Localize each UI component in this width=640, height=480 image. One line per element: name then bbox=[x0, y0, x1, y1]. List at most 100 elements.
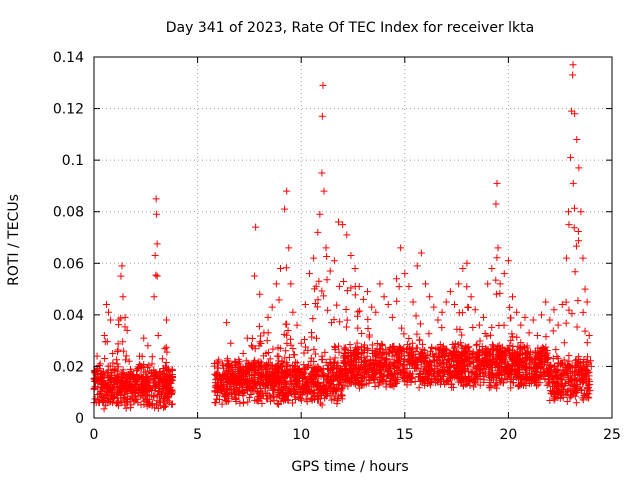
data-point-peak bbox=[493, 179, 501, 187]
data-point bbox=[318, 355, 326, 363]
data-point bbox=[432, 345, 440, 353]
data-point-peak bbox=[93, 352, 101, 360]
data-point bbox=[581, 327, 589, 335]
data-point bbox=[584, 381, 592, 389]
data-point bbox=[517, 339, 525, 347]
data-point bbox=[427, 367, 435, 375]
data-point-peak bbox=[496, 280, 504, 288]
data-point bbox=[373, 360, 381, 368]
data-point bbox=[473, 340, 481, 348]
data-point bbox=[166, 389, 174, 397]
data-point-peak bbox=[409, 298, 417, 306]
data-point bbox=[99, 397, 107, 405]
data-point-peak bbox=[289, 308, 297, 316]
data-point bbox=[583, 361, 591, 369]
data-point bbox=[297, 396, 305, 404]
data-point bbox=[363, 362, 371, 370]
data-point bbox=[538, 350, 546, 358]
data-point bbox=[464, 303, 472, 311]
data-point bbox=[501, 360, 509, 368]
data-point bbox=[148, 402, 156, 410]
data-point bbox=[351, 291, 359, 299]
data-point bbox=[303, 398, 311, 406]
data-point-peak bbox=[272, 280, 280, 288]
data-point bbox=[290, 351, 298, 359]
data-point-peak bbox=[388, 313, 396, 321]
data-point bbox=[510, 349, 518, 357]
data-point bbox=[347, 284, 355, 292]
data-point bbox=[440, 359, 448, 367]
data-point bbox=[158, 389, 166, 397]
data-point-peak bbox=[401, 270, 409, 278]
data-point bbox=[557, 360, 565, 368]
data-point bbox=[456, 326, 464, 334]
data-point bbox=[523, 354, 531, 362]
data-point bbox=[489, 374, 497, 382]
data-point-peak bbox=[585, 331, 593, 339]
data-point bbox=[326, 392, 334, 400]
data-point bbox=[564, 374, 572, 382]
data-point bbox=[522, 371, 530, 379]
data-point bbox=[278, 368, 286, 376]
data-point bbox=[333, 400, 341, 408]
data-point bbox=[295, 365, 303, 373]
data-point bbox=[331, 354, 339, 362]
data-point bbox=[566, 394, 574, 402]
data-point bbox=[560, 339, 568, 347]
data-point bbox=[350, 357, 358, 365]
y-tick-label: 0.1 bbox=[62, 153, 84, 169]
data-point bbox=[369, 368, 377, 376]
data-point bbox=[315, 277, 323, 285]
data-point bbox=[263, 360, 271, 368]
data-point bbox=[347, 372, 355, 380]
data-point bbox=[336, 318, 344, 326]
data-point bbox=[247, 363, 255, 371]
data-point bbox=[469, 324, 477, 332]
data-point bbox=[257, 362, 265, 370]
data-point bbox=[358, 349, 366, 357]
data-point bbox=[275, 371, 283, 379]
data-point bbox=[223, 361, 231, 369]
data-point bbox=[527, 379, 535, 387]
data-point bbox=[552, 384, 560, 392]
data-point bbox=[272, 362, 280, 370]
data-point bbox=[583, 353, 591, 361]
data-point bbox=[318, 401, 326, 409]
data-point bbox=[308, 395, 316, 403]
data-point bbox=[118, 369, 126, 377]
data-point bbox=[495, 322, 503, 330]
data-point bbox=[153, 380, 161, 388]
data-point-peak bbox=[426, 293, 434, 301]
data-point bbox=[289, 399, 297, 407]
data-point bbox=[364, 325, 372, 333]
data-point bbox=[557, 375, 565, 383]
data-point bbox=[120, 347, 128, 355]
data-point bbox=[546, 366, 554, 374]
data-point bbox=[355, 345, 363, 353]
data-point-peak bbox=[158, 355, 166, 363]
data-point bbox=[390, 377, 398, 385]
data-point bbox=[264, 349, 272, 357]
data-point bbox=[264, 376, 272, 384]
data-point bbox=[342, 345, 350, 353]
data-point bbox=[415, 336, 423, 344]
data-point bbox=[378, 342, 386, 350]
data-point bbox=[498, 364, 506, 372]
data-point bbox=[144, 373, 152, 381]
data-point bbox=[482, 368, 490, 376]
data-point bbox=[445, 349, 453, 357]
data-point bbox=[287, 341, 295, 349]
data-point bbox=[572, 399, 580, 407]
data-point bbox=[429, 350, 437, 358]
data-point bbox=[476, 381, 484, 389]
data-point bbox=[493, 351, 501, 359]
data-point bbox=[495, 341, 503, 349]
data-point bbox=[502, 351, 510, 359]
data-point bbox=[574, 371, 582, 379]
data-point bbox=[122, 395, 130, 403]
data-point bbox=[469, 349, 477, 357]
data-point bbox=[375, 354, 383, 362]
data-point bbox=[463, 283, 471, 291]
data-point bbox=[539, 365, 547, 373]
data-point bbox=[392, 346, 400, 354]
